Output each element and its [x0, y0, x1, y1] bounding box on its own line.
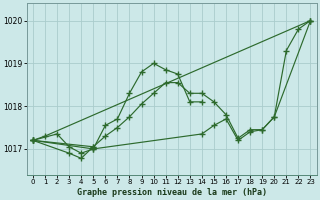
X-axis label: Graphe pression niveau de la mer (hPa): Graphe pression niveau de la mer (hPa) — [77, 188, 267, 197]
